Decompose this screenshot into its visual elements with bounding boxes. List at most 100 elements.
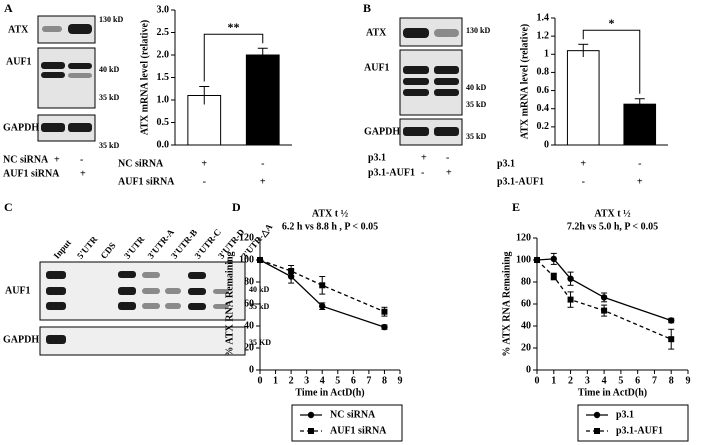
condition-mark: - — [421, 167, 424, 178]
significance: * — [609, 16, 615, 30]
kd-marker: 40 kD — [99, 65, 119, 74]
band — [403, 89, 429, 96]
band — [41, 62, 65, 69]
x-tick-label: 6 — [351, 375, 356, 386]
y-tick-label: 0.8 — [537, 67, 550, 78]
band — [118, 287, 136, 295]
y-tick-label: 100 — [239, 254, 254, 265]
band — [41, 123, 65, 132]
panel-letter: D — [232, 200, 241, 214]
marker — [381, 308, 388, 315]
y-tick-label: 1.2 — [537, 30, 550, 41]
marker — [319, 282, 326, 289]
condition-name: p3.1-AUF1 — [497, 176, 544, 187]
x-tick-label: 0 — [535, 375, 540, 386]
chart-subtitle: 6.2 h vs 8.8 h , P < 0.05 — [282, 221, 378, 232]
y-tick-label: 0 — [249, 364, 254, 375]
legend-label: NC siRNA — [330, 409, 376, 420]
significance-bracket — [203, 33, 264, 82]
condition-mark: - — [582, 176, 585, 187]
y-axis-label: ATX mRNA level (relative) — [519, 24, 530, 139]
marker — [567, 275, 574, 282]
kd-marker: 35 kD — [99, 141, 119, 150]
condition-mark: + — [54, 154, 60, 165]
y-tick-label: 0.0 — [157, 139, 170, 150]
band — [68, 24, 92, 34]
x-tick-label: 4 — [320, 375, 325, 386]
band — [434, 89, 459, 96]
x-tick-label: 5 — [618, 375, 623, 386]
condition-name: AUF1 siRNA — [3, 168, 60, 179]
band — [213, 304, 229, 309]
band — [41, 72, 65, 78]
condition-mark: - — [80, 154, 83, 165]
y-tick-label: 1.0 — [157, 94, 170, 105]
panel-letter: C — [4, 200, 13, 214]
bar — [623, 103, 657, 146]
condition-name: p3.1 — [497, 158, 515, 169]
band — [46, 271, 66, 279]
condition-name: p3.1-AUF1 — [368, 167, 415, 178]
legend-label: p3.1 — [616, 409, 634, 420]
x-tick-label: 8 — [669, 375, 674, 386]
y-tick-label: 40 — [521, 320, 531, 331]
x-tick-label: 2 — [289, 375, 294, 386]
lane-label: 3'UTR — [122, 234, 147, 261]
marker — [668, 336, 675, 343]
band — [188, 303, 206, 310]
y-tick-label: 2.0 — [157, 49, 170, 60]
row-label: ATX — [366, 27, 387, 38]
band — [213, 289, 229, 294]
blot-frame — [39, 326, 246, 356]
y-tick-label: 1.5 — [157, 72, 170, 83]
y-tick-label: 0.4 — [537, 103, 550, 114]
y-tick-label: 60 — [521, 298, 531, 309]
band — [68, 73, 92, 78]
x-axis-label: Time in ActD(h) — [295, 387, 364, 398]
x-tick-label: 2 — [568, 375, 573, 386]
y-tick-label: 20 — [244, 342, 254, 353]
kd-marker: 40 kD — [249, 285, 269, 294]
kd-marker: 35 kD — [466, 132, 486, 141]
legend-label: p3.1-AUF1 — [616, 425, 663, 436]
band — [142, 288, 160, 294]
marker — [534, 257, 540, 263]
y-tick-label: 80 — [244, 276, 254, 287]
condition-mark: + — [580, 158, 586, 169]
band — [68, 63, 92, 69]
condition-name: p3.1 — [368, 152, 386, 163]
band — [434, 66, 459, 74]
bar — [566, 50, 600, 146]
condition-name: NC siRNA — [118, 158, 164, 169]
band — [403, 127, 429, 136]
bar — [245, 54, 280, 146]
y-tick-label: 2.5 — [157, 27, 170, 38]
y-tick-label: 20 — [521, 342, 531, 353]
marker — [567, 296, 574, 303]
band — [142, 303, 160, 309]
marker — [600, 294, 608, 301]
x-tick-label: 3 — [304, 375, 309, 386]
band — [434, 78, 459, 85]
condition-name: AUF1 siRNA — [118, 176, 175, 187]
x-tick-label: 9 — [398, 375, 403, 386]
marker — [257, 257, 263, 263]
y-axis-label: % ATX RNA Remaining — [224, 251, 235, 356]
significance-bracket — [582, 29, 641, 94]
legend-marker — [593, 411, 601, 419]
condition-mark: - — [446, 152, 449, 163]
legend-label: AUF1 siRNA — [330, 425, 387, 436]
y-tick-label: 3.0 — [157, 4, 170, 15]
band — [118, 271, 136, 278]
legend-box — [577, 404, 689, 442]
y-tick-label: 120 — [239, 232, 254, 243]
marker — [550, 255, 557, 263]
condition-mark: - — [54, 168, 57, 179]
y-tick-label: 0 — [526, 364, 531, 375]
chart-subtitle: 7.2h vs 5.0 h, P < 0.05 — [567, 221, 658, 232]
band — [403, 78, 429, 85]
y-axis-label: ATX mRNA level (relative) — [139, 20, 150, 135]
condition-name: NC siRNA — [3, 154, 49, 165]
kd-marker: 35 kD — [466, 100, 486, 109]
y-tick-label: 0 — [544, 139, 549, 150]
